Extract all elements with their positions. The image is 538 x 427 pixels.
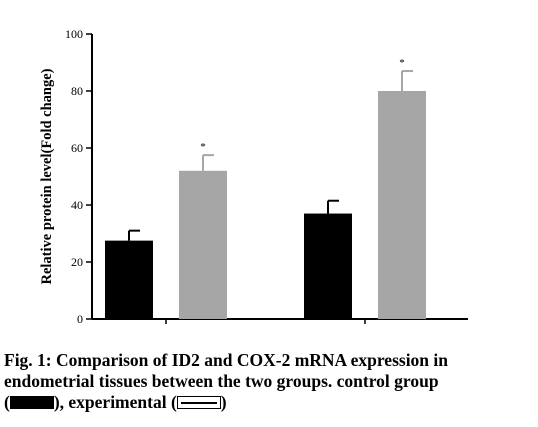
significance-marker: * bbox=[200, 141, 206, 153]
bar bbox=[304, 213, 352, 319]
bar bbox=[378, 91, 426, 319]
y-tick-label: 40 bbox=[71, 198, 83, 212]
significance-marker: * bbox=[399, 57, 405, 69]
bar-chart: 0 20 40 60 80 100 Relative protein level(Fold … bbox=[39, 27, 468, 326]
caption-text: Fig. 1: Comparison of ID2 and COX-2 mRNA… bbox=[4, 350, 449, 391]
legend-open-paren: ( bbox=[4, 392, 10, 412]
bar bbox=[105, 240, 153, 319]
chart-labels: 0 20 40 60 80 100 Relative protein level(Fold … bbox=[39, 27, 405, 326]
y-tick-label: 20 bbox=[71, 255, 83, 269]
figure-caption: Fig. 1: Comparison of ID2 and COX-2 mRNA… bbox=[4, 350, 532, 413]
chart-bars bbox=[105, 70, 426, 319]
y-axis-label: Relative protein level(Fold change) bbox=[39, 68, 55, 284]
legend-close-paren: ) bbox=[220, 392, 227, 412]
control-group-swatch bbox=[9, 396, 54, 409]
y-tick-label: 80 bbox=[71, 84, 83, 98]
experimental-group-swatch bbox=[176, 396, 221, 409]
legend-separator: ), experimental ( bbox=[53, 392, 177, 412]
y-tick-label: 60 bbox=[71, 141, 83, 155]
y-tick-label: 0 bbox=[77, 312, 83, 326]
bar bbox=[179, 170, 227, 319]
y-tick-label: 100 bbox=[65, 27, 83, 41]
